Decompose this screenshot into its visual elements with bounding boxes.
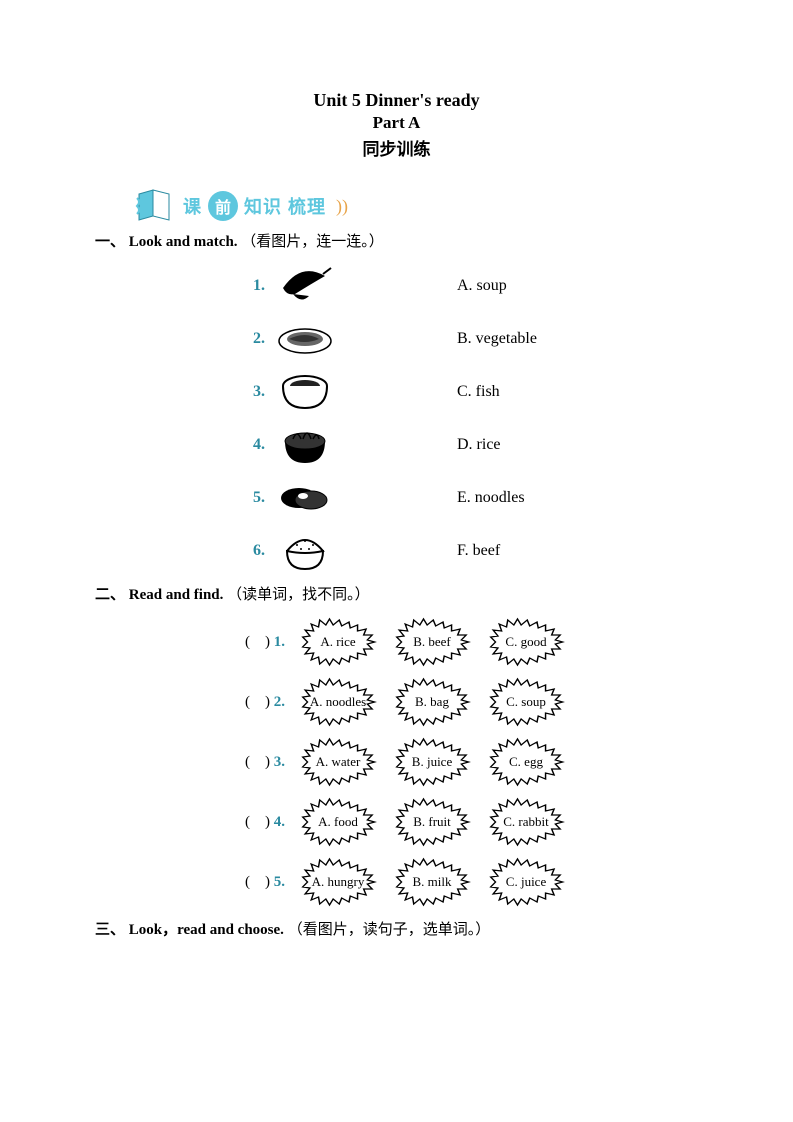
find-row-5: ( ) 5. A. hungry B. milk C. juice bbox=[225, 852, 698, 912]
section-cn: （读单词，找不同。） bbox=[227, 587, 370, 603]
option-label: C. egg bbox=[509, 754, 543, 770]
section-en: Read and find. bbox=[129, 587, 224, 603]
section-three-heading: 三、 Look，read and choose. （看图片，读句子，选单词。） bbox=[95, 918, 698, 939]
match-row-5: 5. E. noodles bbox=[95, 471, 698, 524]
option-starburst: C. rabbit bbox=[487, 797, 565, 847]
option-starburst: A. hungry bbox=[299, 857, 377, 907]
match-answer: A. soup bbox=[457, 277, 507, 295]
match-row-1: 1. A. soup bbox=[95, 259, 698, 312]
match-row-2: 2. B. vegetable bbox=[95, 312, 698, 365]
option-starburst: A. food bbox=[299, 797, 377, 847]
match-num: 4. bbox=[95, 436, 273, 454]
match-row-6: 6. F. beef bbox=[95, 524, 698, 577]
option-label: C. good bbox=[505, 634, 546, 650]
match-row-4: 4. D. rice bbox=[95, 418, 698, 471]
match-num: 3. bbox=[95, 383, 273, 401]
find-prefix: ( ) 3. bbox=[225, 754, 291, 771]
option-starburst: B. milk bbox=[393, 857, 471, 907]
option-label: B. bag bbox=[415, 694, 449, 710]
find-row-3: ( ) 3. A. water B. juice C. egg bbox=[225, 732, 698, 792]
find-prefix: ( ) 2. bbox=[225, 694, 291, 711]
match-num: 6. bbox=[95, 542, 273, 560]
section-en: Look，read and choose. bbox=[129, 922, 284, 938]
section-two-heading: 二、 Read and find. （读单词，找不同。） bbox=[95, 583, 698, 604]
wave-icon: )) bbox=[336, 196, 348, 217]
option-starburst: A. rice bbox=[299, 617, 377, 667]
book-icon bbox=[135, 188, 177, 224]
subtitle-cn: 同步训练 bbox=[95, 135, 698, 160]
match-num: 1. bbox=[95, 277, 273, 295]
match-answer: E. noodles bbox=[457, 489, 525, 507]
match-answer: C. fish bbox=[457, 383, 500, 401]
match-answer: D. rice bbox=[457, 436, 501, 454]
find-row-2: ( ) 2. A. noodles B. bag C. soup bbox=[225, 672, 698, 732]
rice-bowl-icon bbox=[273, 529, 337, 573]
option-starburst: C. soup bbox=[487, 677, 565, 727]
find-prefix: ( ) 5. bbox=[225, 874, 291, 891]
option-starburst: C. egg bbox=[487, 737, 565, 787]
section-banner: 课 前 知识 梳理 )) bbox=[135, 188, 698, 224]
find-prefix: ( ) 1. bbox=[225, 634, 291, 651]
option-label: C. juice bbox=[506, 874, 546, 890]
find-row-1: ( ) 1. A. rice B. beef C. good bbox=[225, 612, 698, 672]
unit-title: Unit 5 Dinner's ready bbox=[95, 90, 698, 111]
option-label: A. water bbox=[316, 754, 361, 770]
match-answer: F. beef bbox=[457, 542, 500, 560]
option-label: A. hungry bbox=[312, 874, 365, 890]
section-num: 二、 bbox=[95, 587, 125, 603]
option-starburst: C. good bbox=[487, 617, 565, 667]
banner-pre: 课 bbox=[183, 193, 202, 219]
find-prefix: ( ) 4. bbox=[225, 814, 291, 831]
section-en: Look and match. bbox=[129, 234, 238, 250]
title-block: Unit 5 Dinner's ready Part A 同步训练 bbox=[95, 90, 698, 160]
option-starburst: B. juice bbox=[393, 737, 471, 787]
option-label: B. juice bbox=[412, 754, 452, 770]
option-label: A. food bbox=[318, 814, 358, 830]
option-label: C. soup bbox=[506, 694, 546, 710]
part-title: Part A bbox=[95, 113, 698, 133]
option-starburst: A. water bbox=[299, 737, 377, 787]
option-label: B. fruit bbox=[413, 814, 451, 830]
banner-circle: 前 bbox=[208, 191, 238, 221]
section-cn: （看图片，连一连。） bbox=[241, 234, 384, 250]
soup-bowl-icon bbox=[273, 370, 337, 414]
section-num: 三、 bbox=[95, 922, 125, 938]
banner-mid: 知识 bbox=[244, 193, 282, 219]
fish-plate-icon bbox=[273, 317, 337, 361]
option-label: A. rice bbox=[320, 634, 355, 650]
match-num: 2. bbox=[95, 330, 273, 348]
banner-circle-text: 前 bbox=[215, 194, 231, 218]
option-starburst: C. juice bbox=[487, 857, 565, 907]
option-starburst: B. beef bbox=[393, 617, 471, 667]
option-label: A. noodles bbox=[310, 694, 366, 710]
beef-icon bbox=[273, 476, 337, 520]
option-starburst: B. bag bbox=[393, 677, 471, 727]
match-row-3: 3. C. fish bbox=[95, 365, 698, 418]
noodles-bowl-icon bbox=[273, 423, 337, 467]
option-label: C. rabbit bbox=[503, 814, 549, 830]
option-starburst: A. noodles bbox=[299, 677, 377, 727]
match-num: 5. bbox=[95, 489, 273, 507]
option-label: B. beef bbox=[413, 634, 451, 650]
section-one-heading: 一、 Look and match. （看图片，连一连。） bbox=[95, 230, 698, 251]
option-starburst: B. fruit bbox=[393, 797, 471, 847]
section-num: 一、 bbox=[95, 234, 125, 250]
vegetable-icon bbox=[273, 264, 337, 308]
banner-tail: 梳理 bbox=[288, 193, 326, 219]
option-label: B. milk bbox=[412, 874, 451, 890]
match-answer: B. vegetable bbox=[457, 330, 537, 348]
find-row-4: ( ) 4. A. food B. fruit C. rabbit bbox=[225, 792, 698, 852]
section-cn: （看图片，读句子，选单词。） bbox=[288, 922, 491, 938]
